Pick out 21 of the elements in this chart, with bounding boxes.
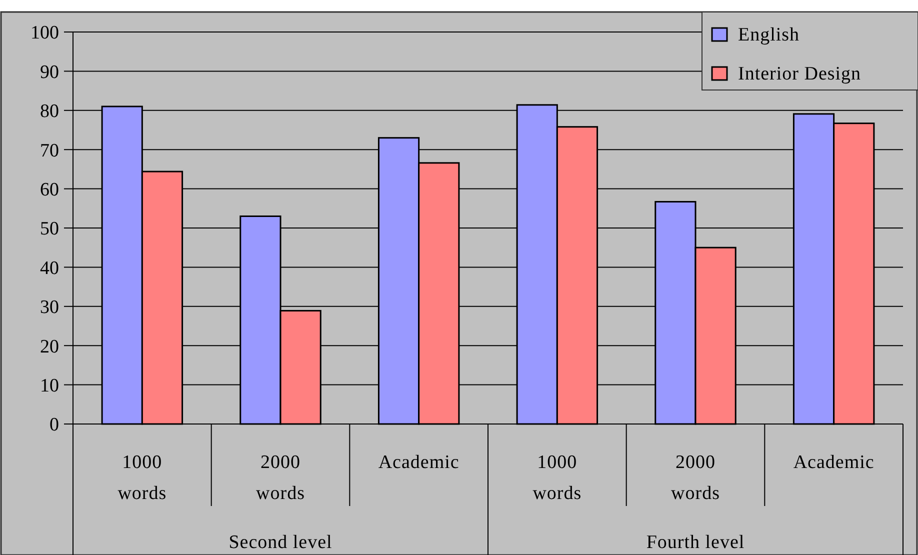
y-tick-label: 40	[40, 258, 59, 279]
y-tick-label: 60	[40, 179, 59, 200]
x-tick-label: Academic	[378, 452, 460, 473]
text: Fourth level	[646, 532, 745, 553]
y-tick-label: 80	[40, 101, 59, 122]
y-tick-label: 10	[40, 375, 59, 396]
y-tick-label: 0	[50, 414, 59, 436]
y-tick-label: 90	[40, 62, 59, 83]
legend-label: English	[738, 24, 800, 46]
y-tick-label: 70	[40, 140, 59, 162]
y-tick-label: 30	[40, 297, 59, 318]
y-tick-label: 20	[40, 336, 59, 358]
text: Second level	[228, 532, 332, 553]
x-tick-label: 1000 words	[118, 452, 167, 504]
y-tick-label: 50	[40, 218, 59, 240]
x-tick-label: 1000 words	[532, 452, 582, 504]
x-tick-label: 2000 words	[256, 452, 305, 504]
x-tick-label: 2000 words	[671, 452, 720, 504]
x-tick-label: Academic	[793, 452, 874, 473]
legend-label: Interior Design	[738, 64, 862, 85]
y-tick-label: 100	[30, 22, 59, 44]
